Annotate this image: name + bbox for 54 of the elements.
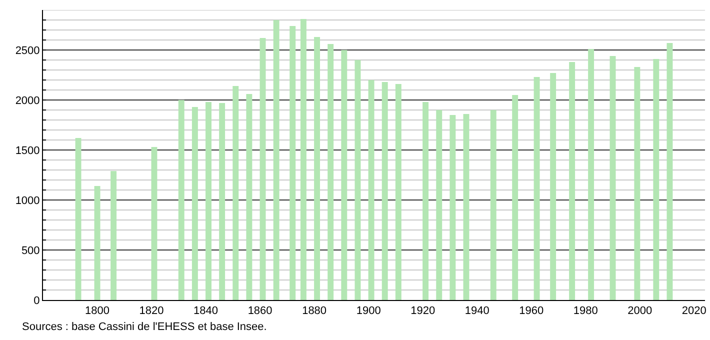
bar <box>75 138 82 300</box>
x-tick-label: 1960 <box>519 305 544 318</box>
bar <box>588 49 594 300</box>
bar <box>354 60 361 300</box>
bar <box>246 94 252 300</box>
bar <box>300 19 306 300</box>
bar <box>151 147 158 300</box>
x-tick-label: 1920 <box>410 305 436 318</box>
bar <box>219 103 226 300</box>
bar <box>94 186 100 300</box>
x-tick-label: 1800 <box>85 305 110 318</box>
y-tick-label: 0 <box>34 294 40 307</box>
x-tick-label: 1900 <box>356 305 381 318</box>
bar <box>110 171 117 300</box>
x-tick-label: 2020 <box>682 305 706 318</box>
bar <box>368 80 374 300</box>
bar <box>260 38 266 300</box>
bar <box>178 100 184 300</box>
x-tick-label: 2000 <box>628 305 652 318</box>
x-tick-label: 1880 <box>302 305 327 318</box>
bar <box>550 73 556 300</box>
y-tick-label: 1500 <box>15 144 40 157</box>
bar <box>450 115 456 300</box>
x-tick-label: 1840 <box>194 305 218 318</box>
y-tick-label: 1000 <box>15 194 40 207</box>
bar <box>653 59 660 300</box>
bar <box>534 77 540 300</box>
x-tick-label: 1940 <box>464 305 490 318</box>
bar <box>206 102 212 300</box>
bar <box>436 110 442 300</box>
bar <box>395 84 402 300</box>
bar <box>192 107 198 300</box>
y-tick-label: 2000 <box>15 94 40 107</box>
bar <box>463 114 470 300</box>
bar <box>328 44 334 300</box>
bar <box>422 102 429 300</box>
bar <box>382 82 388 300</box>
y-tick-label: 500 <box>21 244 40 257</box>
bar <box>512 95 518 300</box>
bar <box>290 26 296 300</box>
bar <box>314 37 320 300</box>
bar <box>634 67 640 300</box>
bar <box>610 56 616 300</box>
x-tick-label: 1860 <box>248 305 272 318</box>
x-tick-label: 1820 <box>139 305 164 318</box>
bar <box>273 20 280 300</box>
bar <box>232 86 239 300</box>
source-note: Sources : base Cassini de l'EHESS et base Insee. <box>22 321 267 333</box>
bar <box>341 50 348 300</box>
x-tick-label: 1980 <box>573 305 598 318</box>
bar <box>666 43 673 300</box>
bar <box>490 110 496 300</box>
y-tick-label: 2500 <box>15 44 40 57</box>
bar <box>569 62 576 300</box>
